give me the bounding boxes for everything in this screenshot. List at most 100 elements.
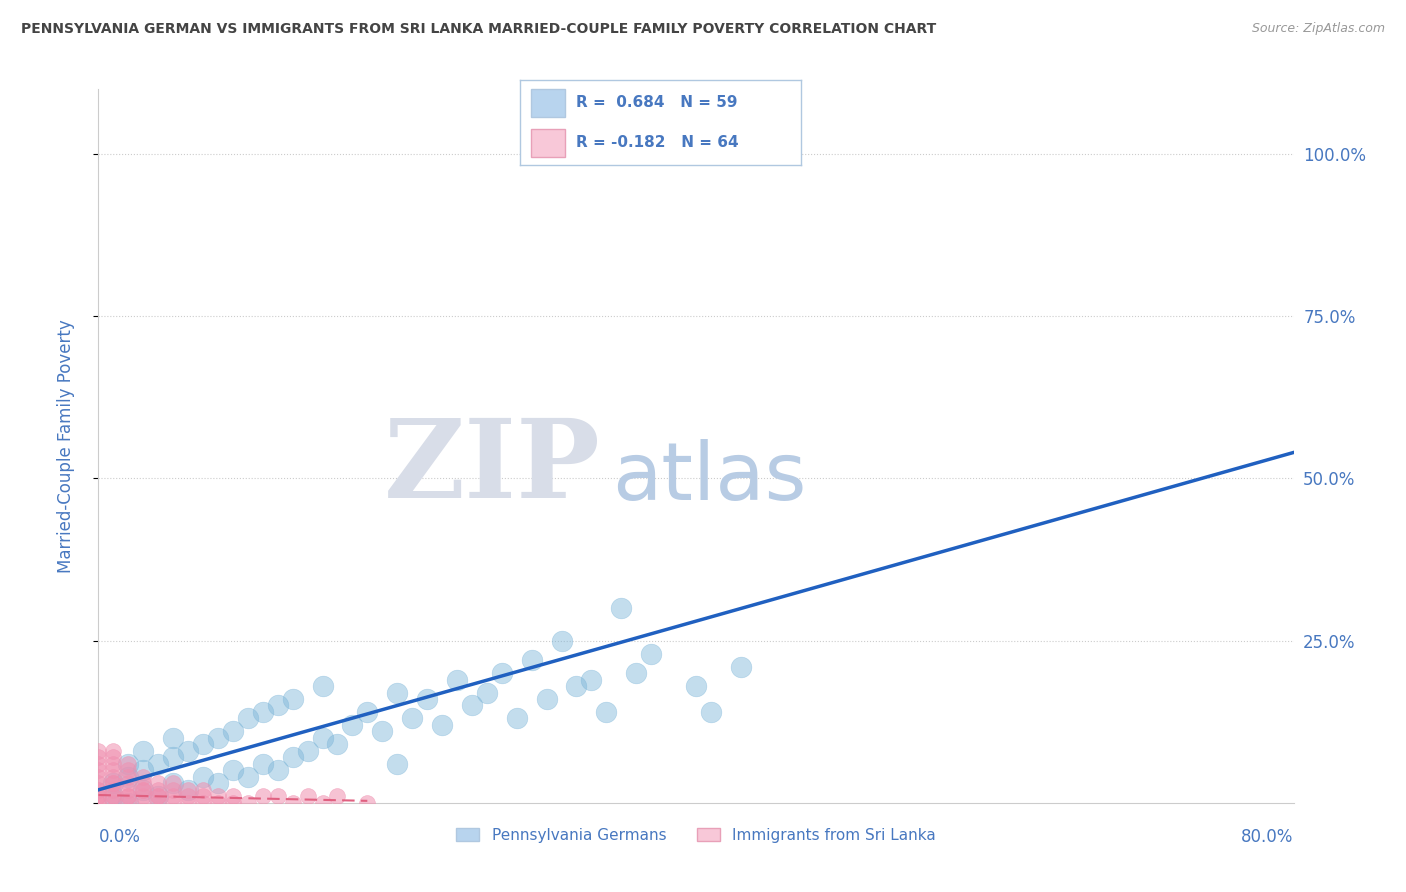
Point bbox=[311, 731, 333, 745]
Point bbox=[207, 776, 229, 790]
Point bbox=[236, 796, 259, 810]
Point bbox=[356, 796, 378, 810]
Point bbox=[87, 796, 110, 810]
Point bbox=[117, 796, 139, 810]
Point bbox=[177, 782, 200, 797]
Point bbox=[371, 724, 394, 739]
Point bbox=[87, 776, 110, 790]
Point bbox=[342, 718, 364, 732]
Point bbox=[461, 698, 484, 713]
Point bbox=[506, 711, 529, 725]
Point bbox=[207, 789, 229, 804]
Point bbox=[103, 782, 125, 797]
Point bbox=[87, 796, 110, 810]
Point bbox=[103, 750, 125, 764]
Point bbox=[132, 770, 155, 784]
Point bbox=[267, 764, 290, 778]
Point bbox=[385, 685, 409, 699]
Point bbox=[267, 789, 290, 804]
Point bbox=[103, 764, 125, 778]
Point bbox=[132, 764, 155, 778]
Point bbox=[117, 796, 139, 810]
Point bbox=[207, 731, 229, 745]
Point bbox=[222, 796, 245, 810]
Point bbox=[685, 679, 707, 693]
Point bbox=[446, 673, 468, 687]
Point bbox=[162, 782, 184, 797]
Point bbox=[103, 776, 125, 790]
Point bbox=[326, 789, 349, 804]
Point bbox=[87, 756, 110, 771]
Point bbox=[132, 782, 155, 797]
Point bbox=[103, 776, 125, 790]
Text: 0.0%: 0.0% bbox=[98, 828, 141, 846]
Point bbox=[236, 711, 259, 725]
FancyBboxPatch shape bbox=[531, 128, 565, 157]
Point bbox=[191, 796, 214, 810]
Point bbox=[117, 764, 139, 778]
Point bbox=[103, 789, 125, 804]
Point bbox=[87, 744, 110, 758]
Point bbox=[87, 789, 110, 804]
Point bbox=[117, 770, 139, 784]
Point bbox=[103, 776, 125, 790]
Point bbox=[103, 744, 125, 758]
Point bbox=[117, 789, 139, 804]
Point bbox=[252, 789, 274, 804]
Point bbox=[356, 705, 378, 719]
Y-axis label: Married-Couple Family Poverty: Married-Couple Family Poverty bbox=[56, 319, 75, 573]
Point bbox=[132, 744, 155, 758]
Point bbox=[222, 724, 245, 739]
Point bbox=[132, 789, 155, 804]
Point bbox=[117, 756, 139, 771]
Point bbox=[252, 756, 274, 771]
Text: PENNSYLVANIA GERMAN VS IMMIGRANTS FROM SRI LANKA MARRIED-COUPLE FAMILY POVERTY C: PENNSYLVANIA GERMAN VS IMMIGRANTS FROM S… bbox=[21, 22, 936, 37]
Point bbox=[626, 666, 648, 681]
Point bbox=[148, 796, 170, 810]
Point bbox=[281, 692, 304, 706]
Point bbox=[87, 770, 110, 784]
Point bbox=[103, 756, 125, 771]
Point bbox=[640, 647, 662, 661]
Point bbox=[87, 782, 110, 797]
Point bbox=[430, 718, 453, 732]
Point bbox=[281, 750, 304, 764]
Point bbox=[117, 770, 139, 784]
Point bbox=[191, 738, 214, 752]
Text: R = -0.182   N = 64: R = -0.182 N = 64 bbox=[576, 135, 740, 150]
Point bbox=[87, 764, 110, 778]
Point bbox=[222, 789, 245, 804]
Point bbox=[550, 633, 572, 648]
Point bbox=[148, 776, 170, 790]
Point bbox=[117, 756, 139, 771]
Point bbox=[148, 756, 170, 771]
Point bbox=[103, 796, 125, 810]
Point bbox=[162, 776, 184, 790]
Point bbox=[491, 666, 513, 681]
Point bbox=[148, 782, 170, 797]
Point bbox=[520, 653, 543, 667]
Point bbox=[401, 711, 423, 725]
Point bbox=[281, 796, 304, 810]
Point bbox=[87, 782, 110, 797]
Point bbox=[565, 679, 588, 693]
FancyBboxPatch shape bbox=[531, 89, 565, 117]
Point bbox=[311, 679, 333, 693]
Point bbox=[103, 789, 125, 804]
Point bbox=[730, 659, 752, 673]
Text: atlas: atlas bbox=[613, 439, 807, 517]
Point bbox=[177, 789, 200, 804]
Point bbox=[326, 738, 349, 752]
Point bbox=[177, 744, 200, 758]
Point bbox=[148, 789, 170, 804]
Point bbox=[475, 685, 498, 699]
Point bbox=[416, 692, 439, 706]
Point bbox=[103, 789, 125, 804]
Point bbox=[162, 731, 184, 745]
Point bbox=[236, 770, 259, 784]
Point bbox=[385, 756, 409, 771]
Point bbox=[610, 601, 633, 615]
Point bbox=[117, 776, 139, 790]
Text: R =  0.684   N = 59: R = 0.684 N = 59 bbox=[576, 95, 738, 111]
Point bbox=[700, 705, 723, 719]
